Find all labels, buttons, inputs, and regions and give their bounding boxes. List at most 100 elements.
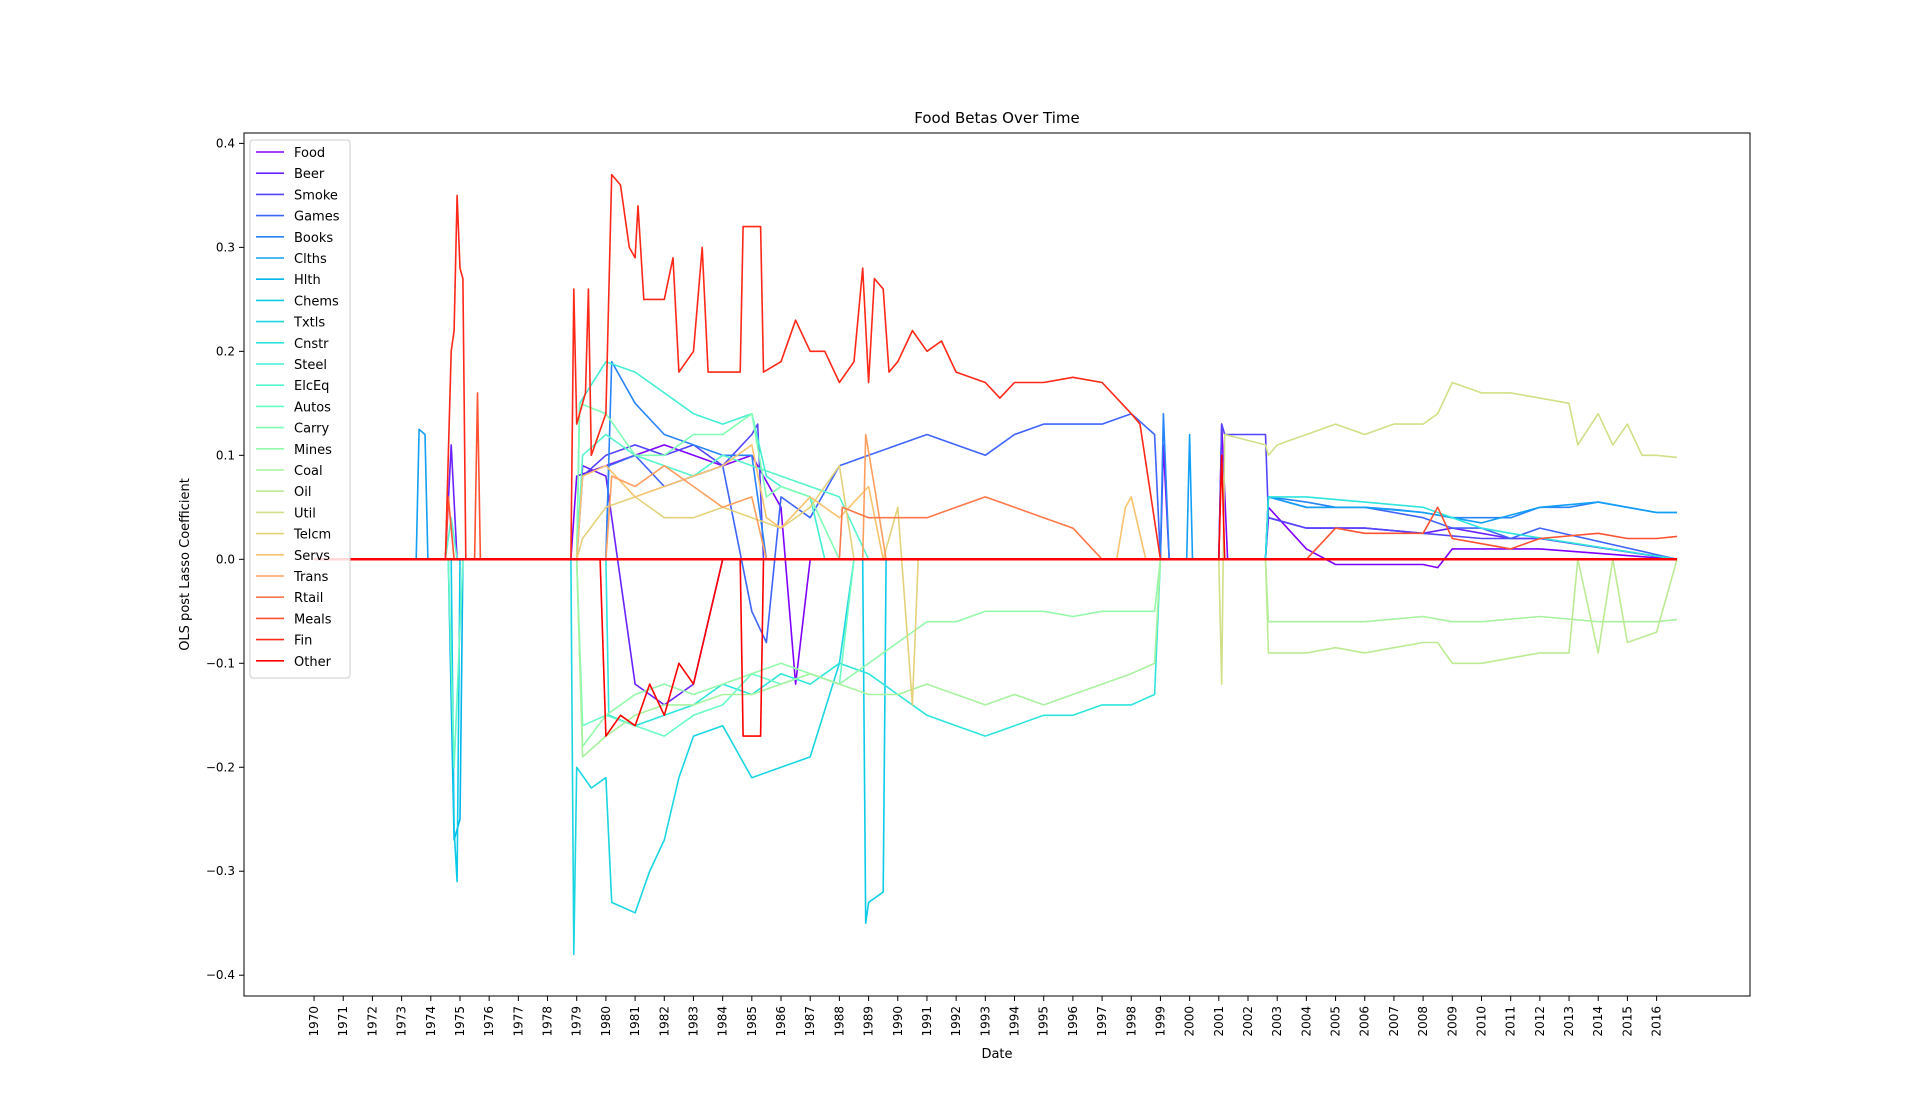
x-tick-label: 1979: [570, 1006, 584, 1037]
chart-title: Food Betas Over Time: [914, 109, 1079, 127]
x-tick-label: 2014: [1591, 1006, 1605, 1037]
legend-label: Books: [294, 231, 333, 246]
x-axis: 1970 1971 1972 1973 1974 1975 1976 1977 1978 1979…: [307, 996, 1664, 1037]
x-tick-label: 2003: [1270, 1006, 1284, 1037]
x-tick-label: 1989: [862, 1006, 876, 1037]
legend-label: Beer: [294, 167, 325, 182]
x-tick-label: 1985: [745, 1006, 759, 1037]
y-axis: −0.4 −0.3 −0.2 −0.1 0.0 0.1 0.2 0.3 0.4: [206, 136, 244, 982]
x-tick-label: 1972: [365, 1006, 379, 1037]
series-line-util: [314, 381, 1678, 685]
legend-label: Meals: [294, 612, 332, 627]
y-tick-label: 0.1: [216, 448, 235, 462]
y-tick-label: 0.0: [216, 552, 235, 566]
legend-label: Txtls: [293, 316, 325, 331]
legend-label: Steel: [294, 358, 327, 373]
x-tick-label: 1990: [891, 1006, 905, 1037]
x-tick-label: 2007: [1387, 1006, 1401, 1037]
y-axis-title: OLS post Lasso Coefficient: [178, 478, 193, 651]
legend-label: Coal: [294, 464, 323, 479]
legend-label: Trans: [293, 570, 329, 585]
x-tick-label: 1996: [1066, 1006, 1080, 1037]
legend-label: Autos: [294, 400, 331, 415]
series-line-rtail: [314, 496, 1677, 561]
x-tick-label: 1982: [657, 1006, 671, 1037]
x-tick-label: 1997: [1095, 1006, 1109, 1037]
legend-label: Fin: [294, 634, 312, 649]
legend-label: Chems: [294, 294, 339, 309]
x-tick-label: 1988: [832, 1006, 846, 1037]
series-line-mines: [314, 558, 1677, 748]
y-tick-label: −0.1: [206, 656, 235, 670]
series-line-coal: [314, 558, 1678, 758]
legend-label: Food: [294, 146, 325, 161]
series-line-telcm: [314, 464, 1677, 706]
series-lines: [314, 173, 1678, 956]
y-tick-label: 0.4: [216, 136, 235, 150]
x-tick-label: 1995: [1037, 1006, 1051, 1037]
x-tick-label: 2004: [1299, 1006, 1313, 1037]
legend-label: Smoke: [294, 188, 338, 203]
x-axis-title: Date: [981, 1047, 1012, 1062]
legend: Food Beer Smoke Games Books Clths Hlth Chems Txt…: [249, 139, 351, 679]
x-tick-label: 1987: [803, 1006, 817, 1037]
x-tick-label: 1986: [774, 1006, 788, 1037]
legend-label: Cnstr: [294, 337, 329, 352]
legend-label: ElcEq: [294, 379, 329, 394]
x-tick-label: 2009: [1445, 1006, 1459, 1037]
x-tick-label: 1994: [1008, 1006, 1022, 1037]
y-tick-label: −0.4: [206, 968, 235, 982]
legend-label: Util: [294, 506, 316, 521]
x-tick-label: 1977: [511, 1006, 525, 1037]
series-line-oil: [314, 558, 1678, 665]
x-tick-label: 2016: [1650, 1006, 1664, 1037]
y-tick-label: 0.2: [216, 344, 235, 358]
legend-label: Servs: [294, 549, 330, 564]
x-tick-label: 1981: [628, 1006, 642, 1037]
x-tick-label: 1984: [716, 1006, 730, 1037]
x-tick-label: 1991: [920, 1006, 934, 1037]
x-tick-label: 2005: [1329, 1006, 1343, 1037]
x-tick-label: 2006: [1358, 1006, 1372, 1037]
legend-box: [249, 139, 351, 679]
x-tick-label: 2012: [1533, 1006, 1547, 1037]
x-tick-label: 1975: [453, 1006, 467, 1037]
series-line-servs: [314, 444, 1677, 561]
x-tick-label: 2008: [1416, 1006, 1430, 1037]
x-tick-label: 2002: [1241, 1006, 1255, 1037]
x-tick-label: 1973: [395, 1006, 409, 1037]
legend-label: Games: [294, 210, 340, 225]
x-tick-label: 1976: [482, 1006, 496, 1037]
series-line-fin: [314, 173, 1677, 561]
x-tick-label: 1971: [336, 1006, 350, 1037]
y-tick-label: −0.2: [206, 760, 235, 774]
legend-label: Mines: [294, 443, 332, 458]
x-tick-label: 1970: [307, 1006, 321, 1037]
x-tick-label: 1983: [686, 1006, 700, 1037]
y-tick-label: 0.3: [216, 240, 235, 254]
x-tick-label: 2001: [1212, 1006, 1226, 1037]
x-tick-label: 1998: [1124, 1006, 1138, 1037]
x-tick-label: 2015: [1620, 1006, 1634, 1037]
legend-label: Clths: [294, 252, 327, 267]
x-tick-label: 1999: [1153, 1006, 1167, 1037]
x-tick-label: 2000: [1183, 1006, 1197, 1037]
x-tick-label: 1978: [541, 1006, 555, 1037]
legend-label: Other: [294, 655, 332, 670]
x-tick-label: 2010: [1474, 1006, 1488, 1037]
x-tick-label: 2011: [1504, 1006, 1518, 1037]
series-line-other: [314, 454, 1677, 737]
plot-area-frame: [243, 132, 1751, 997]
x-tick-label: 1993: [978, 1006, 992, 1037]
x-tick-label: 1980: [599, 1006, 613, 1037]
x-tick-label: 1974: [424, 1006, 438, 1037]
legend-label: Rtail: [294, 591, 323, 606]
series-line-txtls: [314, 558, 1677, 956]
y-tick-label: −0.3: [206, 864, 235, 878]
series-line-books: [314, 360, 1677, 561]
legend-label: Oil: [294, 485, 311, 500]
legend-label: Telcm: [293, 528, 331, 543]
series-line-trans: [314, 433, 1677, 561]
x-tick-label: 2013: [1562, 1006, 1576, 1037]
